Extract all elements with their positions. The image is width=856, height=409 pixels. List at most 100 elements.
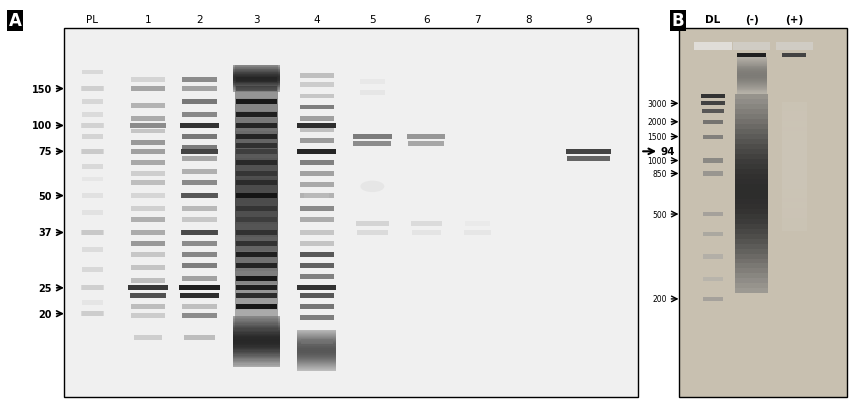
Bar [233, 83, 280, 84]
Bar [782, 115, 807, 118]
Bar [736, 80, 767, 81]
Bar [236, 276, 277, 281]
Bar [182, 157, 217, 162]
Bar [735, 284, 768, 289]
Text: (-): (-) [745, 15, 758, 25]
Bar [736, 92, 767, 93]
Bar [300, 263, 334, 268]
Bar [134, 335, 163, 340]
Bar [304, 193, 330, 199]
Bar [182, 218, 217, 222]
Bar [182, 241, 217, 246]
Bar [735, 120, 768, 125]
Bar [81, 312, 104, 317]
Bar [735, 209, 768, 214]
Bar [776, 43, 813, 51]
Bar [298, 364, 336, 365]
Bar [80, 231, 104, 236]
Bar [300, 94, 334, 99]
Bar [233, 69, 280, 70]
Bar [233, 67, 280, 68]
Bar [298, 368, 336, 369]
Bar [735, 180, 768, 184]
Bar [300, 207, 334, 211]
Bar [735, 259, 768, 264]
Bar [736, 73, 767, 74]
Bar [300, 182, 334, 187]
Bar [235, 251, 278, 258]
Text: 200: 200 [652, 295, 667, 303]
Bar [782, 121, 807, 125]
Bar [235, 171, 278, 178]
Bar [735, 249, 768, 254]
Bar [782, 138, 807, 141]
Bar [131, 116, 165, 121]
Text: 25: 25 [39, 283, 52, 293]
Bar [736, 87, 767, 88]
Bar [736, 76, 767, 77]
Bar [236, 218, 277, 222]
Bar [81, 135, 104, 139]
Bar [735, 164, 768, 169]
Bar [236, 78, 277, 83]
Bar [236, 171, 277, 177]
Bar [298, 362, 336, 363]
Bar [81, 149, 104, 154]
Bar [233, 75, 280, 76]
Bar [182, 285, 217, 290]
Bar [233, 85, 280, 86]
Bar [233, 86, 280, 87]
Bar [735, 174, 768, 180]
Bar [298, 348, 336, 349]
Bar [782, 225, 807, 228]
Bar [736, 59, 767, 60]
Bar [235, 72, 278, 79]
Bar [81, 100, 104, 105]
Bar [736, 62, 767, 63]
Bar [81, 285, 104, 290]
Bar [182, 252, 217, 258]
Bar [131, 252, 165, 258]
Bar [233, 340, 280, 342]
Bar [236, 87, 277, 92]
Bar [736, 90, 767, 91]
Text: PL: PL [86, 15, 98, 25]
Bar [235, 211, 278, 218]
Bar [736, 88, 767, 89]
Bar [298, 354, 336, 355]
Bar [735, 274, 768, 279]
Text: 2000: 2000 [647, 118, 667, 127]
Bar [182, 193, 217, 199]
Bar [80, 87, 104, 92]
Bar [233, 356, 280, 357]
Bar [300, 171, 334, 177]
Bar [233, 347, 280, 348]
Bar [297, 285, 336, 290]
Bar [703, 277, 723, 281]
Bar [735, 234, 768, 239]
Bar [735, 110, 768, 115]
Bar [782, 160, 807, 164]
Bar [735, 139, 768, 145]
Bar [233, 351, 280, 352]
Bar [735, 160, 768, 164]
Bar [411, 221, 442, 226]
Bar [131, 171, 165, 177]
Bar [235, 125, 278, 132]
Text: 75: 75 [39, 147, 52, 157]
Bar [131, 140, 165, 145]
Bar [235, 105, 278, 112]
Bar [736, 74, 767, 76]
Bar [81, 70, 104, 75]
Bar [235, 79, 278, 85]
Bar [235, 99, 278, 105]
Bar [233, 87, 280, 88]
Bar [412, 231, 441, 236]
Bar [568, 157, 610, 162]
Bar [298, 353, 336, 354]
Bar [81, 210, 104, 215]
Text: 1000: 1000 [647, 157, 667, 166]
Bar [233, 357, 280, 358]
Bar [235, 324, 278, 330]
Bar [235, 191, 278, 198]
